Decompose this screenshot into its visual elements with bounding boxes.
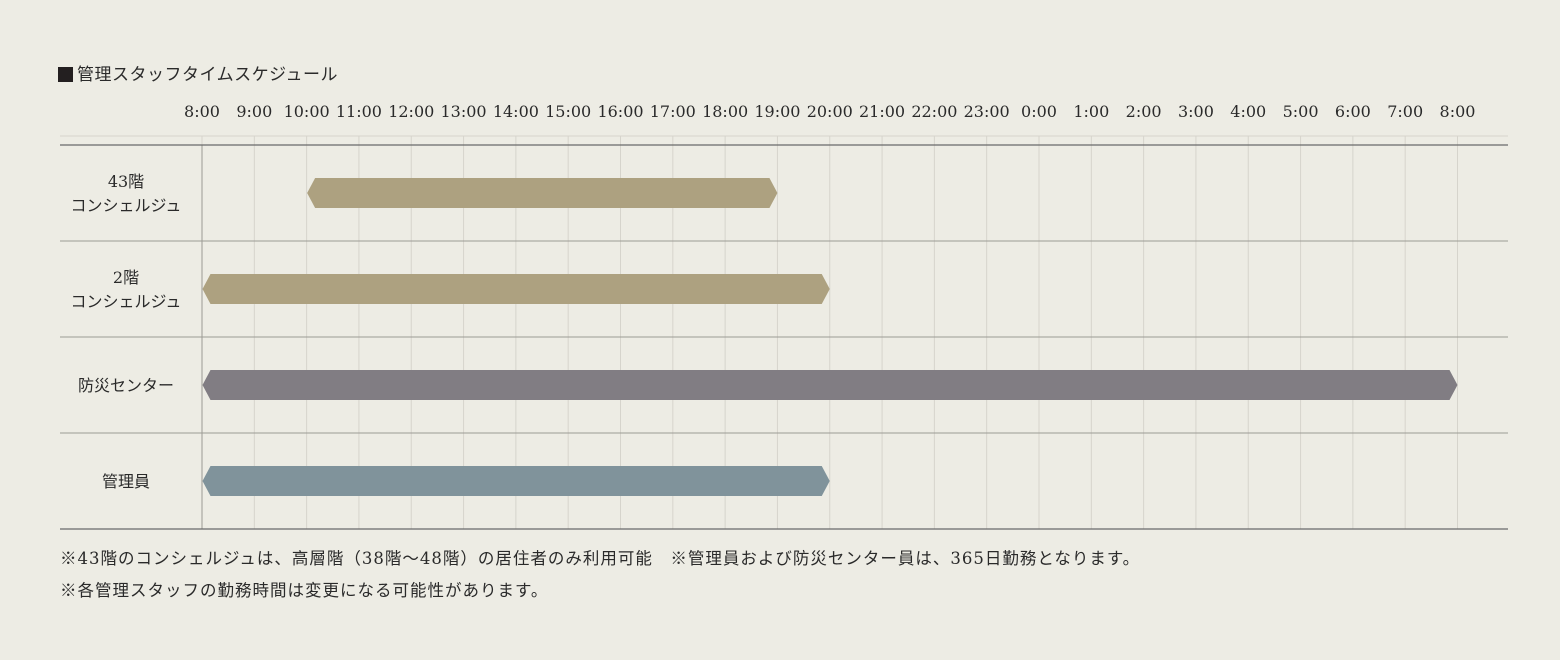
x-tick-label: 20:00 [807, 102, 853, 121]
x-tick-label: 21:00 [859, 102, 905, 121]
schedule-bar [307, 178, 778, 208]
x-tick-label: 8:00 [184, 102, 220, 121]
x-tick-label: 9:00 [236, 102, 272, 121]
row-label: 管理員 [102, 472, 150, 491]
row-label: 43階 [108, 172, 144, 191]
x-tick-label: 2:00 [1126, 102, 1162, 121]
x-tick-label: 17:00 [650, 102, 696, 121]
row-label: コンシェルジュ [71, 292, 182, 311]
x-tick-label: 1:00 [1073, 102, 1109, 121]
row-label: コンシェルジュ [71, 196, 182, 215]
x-tick-label: 6:00 [1335, 102, 1371, 121]
x-tick-label: 0:00 [1021, 102, 1057, 121]
bars [202, 178, 1458, 496]
chart-title: 管理スタッフタイムスケジュール [58, 64, 338, 86]
x-tick-label: 23:00 [964, 102, 1010, 121]
x-tick-label: 3:00 [1178, 102, 1214, 121]
x-tick-label: 16:00 [597, 102, 643, 121]
schedule-bar [202, 466, 830, 496]
x-tick-label: 13:00 [441, 102, 487, 121]
x-tick-label: 15:00 [545, 102, 591, 121]
gantt-chart: 8:00 9:00 10:00 11:00 12:00 13:00 14:00 15:00 16… [60, 102, 1508, 530]
schedule-bar [202, 370, 1458, 400]
schedule-bar [202, 274, 830, 304]
x-tick-label: 14:00 [493, 102, 539, 121]
x-tick-labels: 8:00 9:00 10:00 11:00 12:00 13:00 14:00 15:00 16… [184, 102, 1475, 121]
footnote-2: ※各管理スタッフの勤務時間は変更になる可能性があります。 [60, 581, 549, 600]
x-tick-label: 4:00 [1230, 102, 1266, 121]
footnote-1: ※43階のコンシェルジュは、高層階（38階〜48階）の居住者のみ利用可能 ※管理… [60, 549, 1141, 568]
x-tick-label: 18:00 [702, 102, 748, 121]
row-label: 2階 [113, 268, 139, 287]
x-tick-label: 11:00 [336, 102, 382, 121]
x-tick-label: 22:00 [911, 102, 957, 121]
x-tick-label: 12:00 [388, 102, 434, 121]
x-tick-label: 8:00 [1440, 102, 1476, 121]
chart-title-text: 管理スタッフタイムスケジュール [77, 65, 338, 85]
x-tick-label: 19:00 [754, 102, 800, 121]
x-tick-label: 5:00 [1283, 102, 1319, 121]
square-bullet-icon [58, 67, 73, 82]
x-tick-label: 10:00 [284, 102, 330, 121]
row-label: 防災センター [78, 376, 174, 395]
x-tick-label: 7:00 [1387, 102, 1423, 121]
